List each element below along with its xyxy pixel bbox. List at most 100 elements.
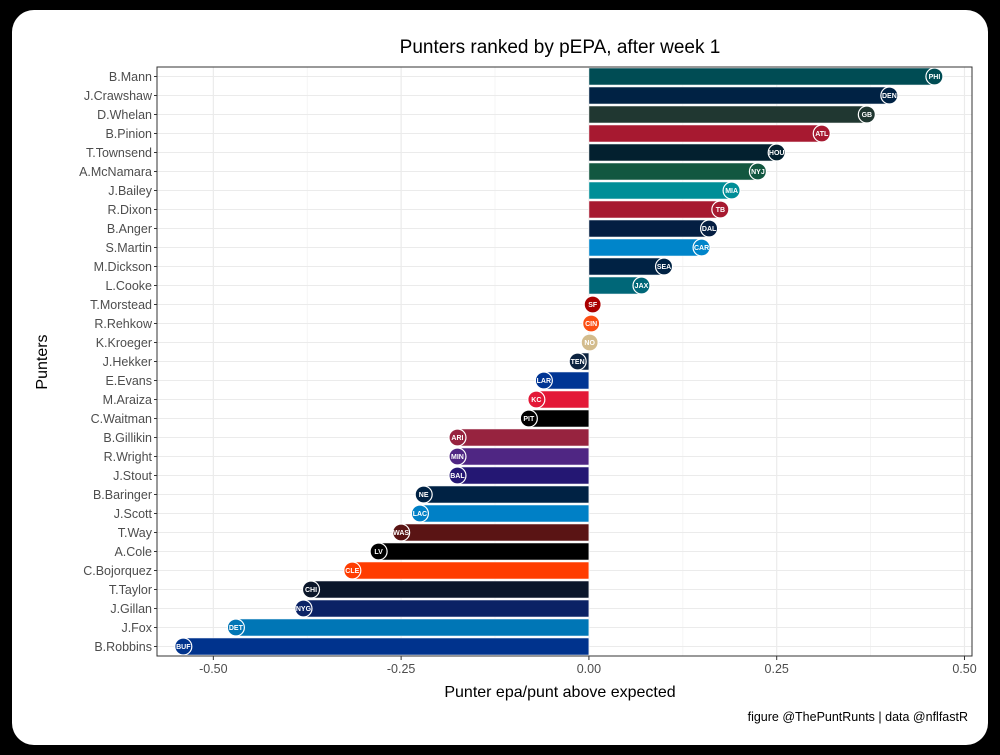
team-logo-icon: CAR bbox=[692, 238, 711, 257]
y-tick-label: B.Gillikin bbox=[103, 431, 152, 445]
y-tick-label: T.Townsend bbox=[86, 146, 152, 160]
x-tick-label: 0.00 bbox=[577, 662, 601, 676]
y-tick-label: M.Araiza bbox=[103, 393, 152, 407]
bar-c-bojorquez bbox=[351, 561, 590, 580]
y-tick-label: J.Fox bbox=[121, 621, 152, 635]
team-logo-icon: MIN bbox=[448, 447, 467, 466]
team-logo-icon: CIN bbox=[582, 314, 601, 333]
team-logo-icon: SF bbox=[583, 295, 602, 314]
y-tick-label: A.Cole bbox=[114, 545, 152, 559]
team-logo-icon: CHI bbox=[301, 580, 321, 599]
svg-text:BAL: BAL bbox=[450, 473, 465, 480]
chart-caption: figure @ThePuntRunts | data @nflfastR bbox=[748, 710, 968, 724]
y-tick-label: T.Way bbox=[118, 526, 153, 540]
x-tick-label: 0.50 bbox=[952, 662, 976, 676]
svg-text:PHI: PHI bbox=[929, 74, 941, 81]
x-tick-labels: -0.50 -0.25 0.00 0.25 0.50 bbox=[199, 656, 977, 676]
team-logo-icon: NE bbox=[414, 485, 433, 504]
chart-title: Punters ranked by pEPA, after week 1 bbox=[400, 37, 721, 58]
punters-chart: Punters ranked by pEPA, after week 1 PHI… bbox=[34, 37, 977, 724]
x-axis-title: Punter epa/punt above expected bbox=[444, 684, 675, 701]
team-logo-icon: WAS bbox=[392, 523, 411, 542]
svg-text:NYG: NYG bbox=[296, 606, 312, 613]
y-tick-label: J.Gillan bbox=[110, 602, 152, 616]
bar-t-taylor bbox=[310, 580, 590, 599]
team-logo-icon: NYG bbox=[294, 599, 313, 618]
svg-text:CAR: CAR bbox=[694, 245, 709, 252]
y-tick-label: C.Waitman bbox=[91, 412, 152, 426]
team-logo-icon: KC bbox=[527, 390, 546, 409]
team-logo-icon: GB bbox=[857, 105, 876, 124]
team-logo-icon: NO bbox=[580, 333, 599, 352]
team-logo-icon: JAX bbox=[632, 276, 651, 295]
bar-r-wright bbox=[457, 447, 590, 466]
svg-text:CHI: CHI bbox=[305, 587, 317, 594]
svg-text:DAL: DAL bbox=[702, 226, 717, 233]
bar-a-cole bbox=[378, 542, 590, 561]
team-logo-icon: LAC bbox=[410, 504, 430, 523]
svg-text:GB: GB bbox=[862, 112, 873, 119]
team-logo-icon: HOU bbox=[767, 143, 786, 162]
x-tick-label: -0.50 bbox=[199, 662, 228, 676]
y-tick-label: J.Bailey bbox=[108, 184, 153, 198]
team-logo-icon: DEN bbox=[880, 86, 899, 105]
y-tick-label: B.Baringer bbox=[93, 488, 152, 502]
svg-text:HOU: HOU bbox=[769, 150, 785, 157]
y-tick-label: S.Martin bbox=[105, 241, 152, 255]
y-tick-label: R.Dixon bbox=[108, 203, 153, 217]
svg-text:SEA: SEA bbox=[657, 264, 671, 271]
svg-text:JAX: JAX bbox=[635, 283, 649, 290]
team-logo-icon: ATL bbox=[812, 124, 831, 143]
team-logo-icon: DAL bbox=[699, 219, 719, 238]
svg-text:MIA: MIA bbox=[725, 188, 738, 195]
svg-text:SF: SF bbox=[588, 302, 598, 309]
svg-text:MIN: MIN bbox=[451, 454, 464, 461]
svg-text:ATL: ATL bbox=[815, 131, 829, 138]
team-logo-icon: PIT bbox=[519, 409, 538, 428]
y-tick-label: J.Hekker bbox=[103, 355, 152, 369]
bar-j-scott bbox=[419, 504, 590, 523]
y-tick-label: K.Kroeger bbox=[96, 336, 152, 350]
svg-text:BUF: BUF bbox=[176, 644, 191, 651]
team-logo-icon: TEN bbox=[568, 352, 587, 371]
bar-j-crawshaw bbox=[588, 86, 890, 105]
y-tick-label: C.Bojorquez bbox=[83, 564, 152, 578]
y-tick-label: B.Mann bbox=[109, 70, 152, 84]
y-tick-label: B.Anger bbox=[107, 222, 152, 236]
team-logos: PHI DEN GB ATL HOU NYJ MIA TB DAL CAR SEA JAX SF CIN N… bbox=[174, 67, 944, 656]
y-tick-labels: B.Mann J.Crawshaw D.Whelan B.Pinion T.Townse… bbox=[79, 70, 157, 654]
svg-text:KC: KC bbox=[531, 397, 541, 404]
bar-b-anger bbox=[588, 219, 710, 238]
y-tick-label: E.Evans bbox=[105, 374, 152, 388]
bar-j-bailey bbox=[588, 181, 732, 200]
y-tick-label: A.McNamara bbox=[79, 165, 152, 179]
bar-j-gillan bbox=[303, 599, 590, 618]
svg-text:WAS: WAS bbox=[393, 530, 409, 537]
bar-b-gillikin bbox=[457, 428, 590, 447]
chart-card: Punters ranked by pEPA, after week 1 PHI… bbox=[12, 10, 988, 745]
bar-series bbox=[182, 67, 935, 656]
svg-text:NE: NE bbox=[419, 492, 429, 499]
team-logo-icon: ARI bbox=[448, 428, 467, 447]
y-tick-label: D.Whelan bbox=[97, 108, 152, 122]
team-logo-icon: CLE bbox=[343, 561, 362, 580]
y-tick-label: J.Stout bbox=[113, 469, 152, 483]
bar-r-dixon bbox=[588, 200, 721, 219]
svg-text:ARI: ARI bbox=[451, 435, 463, 442]
bar-t-townsend bbox=[588, 143, 778, 162]
svg-text:PIT: PIT bbox=[523, 416, 535, 423]
team-logo-icon: DET bbox=[226, 618, 245, 637]
y-tick-label: T.Taylor bbox=[109, 583, 152, 597]
y-tick-label: J.Scott bbox=[114, 507, 153, 521]
bar-b-mann bbox=[588, 67, 935, 86]
bar-j-stout bbox=[457, 466, 590, 485]
team-logo-icon: LAR bbox=[534, 371, 553, 390]
y-axis-title: Punters bbox=[34, 334, 51, 389]
y-tick-label: J.Crawshaw bbox=[84, 89, 153, 103]
bar-d-whelan bbox=[588, 105, 868, 124]
bar-b-pinion bbox=[588, 124, 823, 143]
svg-text:LAR: LAR bbox=[537, 378, 551, 385]
team-logo-icon: NYJ bbox=[748, 162, 768, 181]
team-logo-icon: BAL bbox=[448, 466, 467, 485]
svg-text:LAC: LAC bbox=[413, 511, 427, 518]
